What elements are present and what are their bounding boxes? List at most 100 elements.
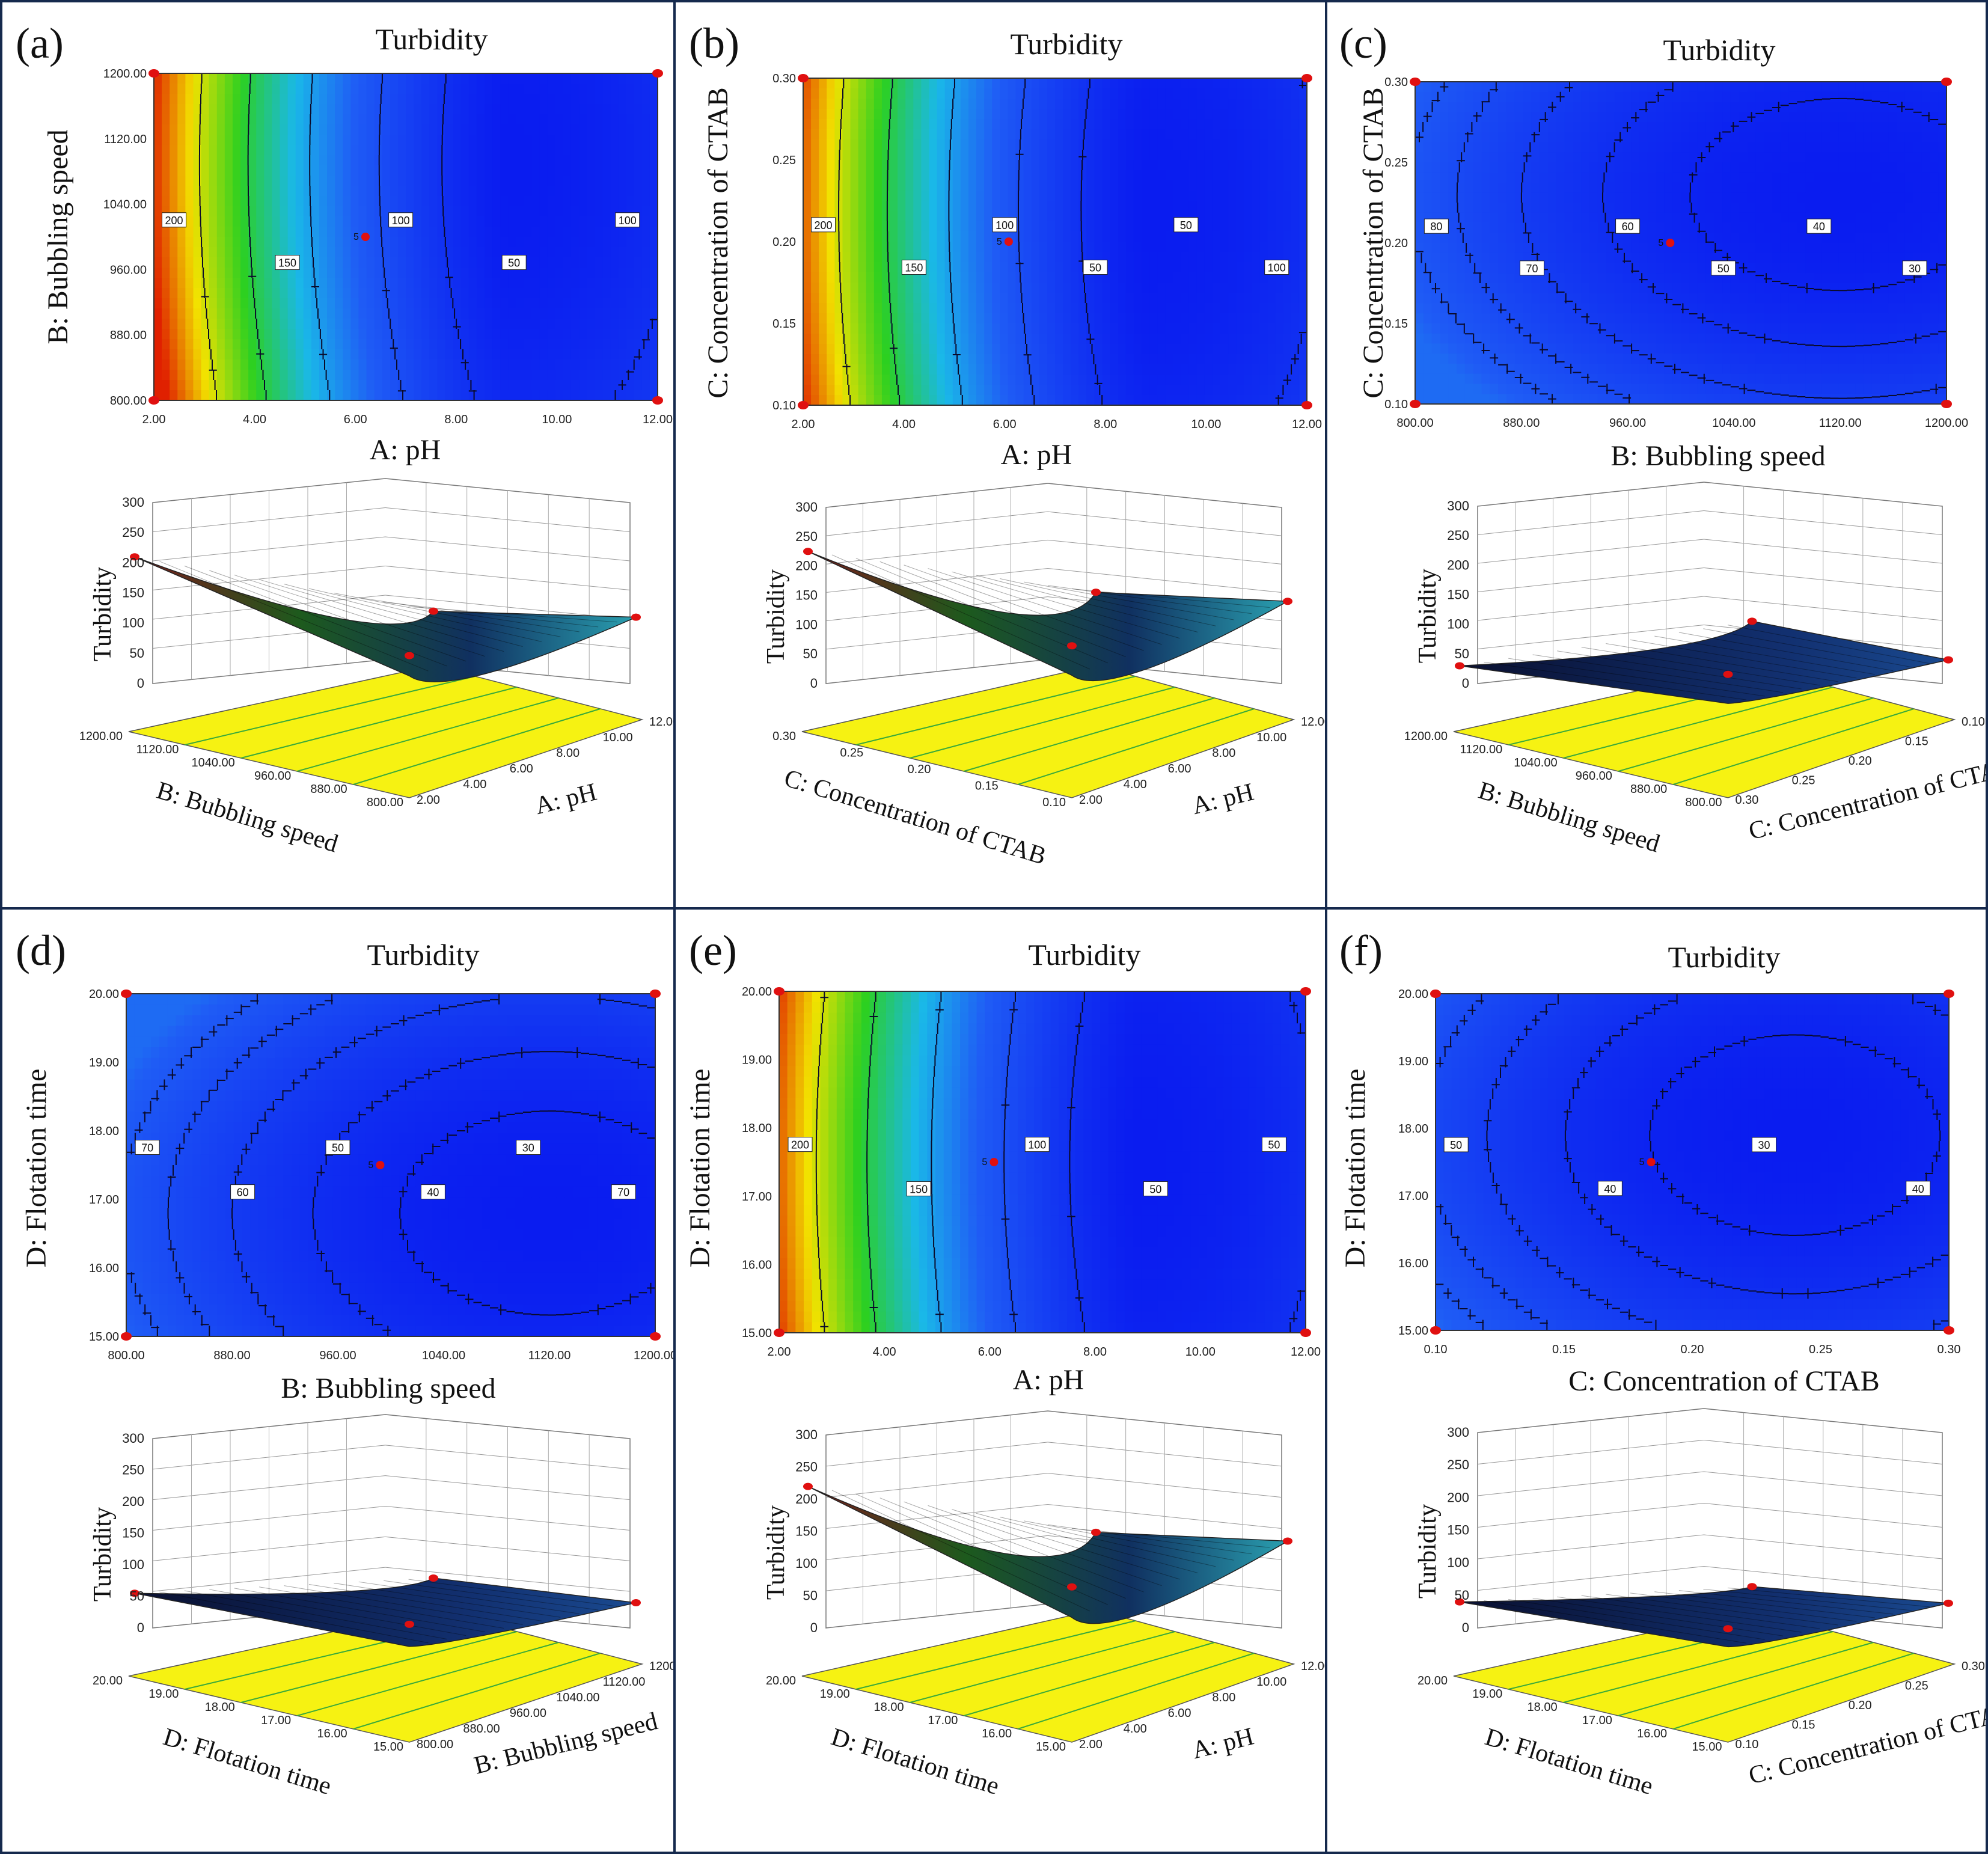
heat-cell <box>1142 385 1150 396</box>
heat-cell <box>350 73 359 84</box>
heat-cell <box>1252 191 1261 201</box>
heat-cell <box>460 339 469 350</box>
heat-cell <box>1228 191 1237 201</box>
heat-cell <box>1204 231 1213 242</box>
heat-cell <box>1188 293 1197 304</box>
heat-cell <box>508 176 516 186</box>
heat-cell <box>1000 283 1009 293</box>
heat-cell <box>1647 132 1657 143</box>
heat-cell <box>1298 231 1307 242</box>
heat-cell <box>516 176 524 186</box>
heat-cell <box>952 283 961 293</box>
heat-cell <box>343 104 351 115</box>
heat-cell <box>1173 119 1182 130</box>
heat-cell <box>1149 354 1158 365</box>
heat-cell <box>1157 385 1166 396</box>
heat-cell <box>1631 162 1640 173</box>
heat-cell <box>976 231 985 242</box>
heat-cell <box>1196 283 1205 293</box>
heat-cell <box>397 84 406 94</box>
heat-cell <box>976 129 985 140</box>
heat-cell <box>827 395 835 406</box>
heat-cell <box>185 145 194 156</box>
heat-cell <box>209 165 218 176</box>
heat-cell <box>1063 242 1071 252</box>
heat-cell <box>429 165 438 176</box>
heat-cell <box>811 252 819 263</box>
heat-cell <box>1102 231 1111 242</box>
heat-cell <box>1078 119 1087 130</box>
heat-cell <box>1220 283 1229 293</box>
heat-cell <box>1498 102 1507 112</box>
heat-cell <box>224 216 233 227</box>
heat-cell <box>216 216 225 227</box>
heat-cell <box>547 329 556 340</box>
heat-cell <box>476 288 485 299</box>
heat-cell <box>421 237 430 248</box>
heat-cell <box>508 124 516 135</box>
heat-cell <box>819 262 827 273</box>
heat-cell <box>468 186 477 197</box>
heat-cell <box>952 375 961 385</box>
heat-cell <box>905 170 914 181</box>
heat-cell <box>563 73 572 84</box>
heat-cell <box>476 124 485 135</box>
heat-cell <box>610 196 619 207</box>
contour-label: 100 <box>996 219 1014 231</box>
heat-cell <box>976 323 985 334</box>
heat-cell <box>1228 78 1237 89</box>
heat-cell <box>555 73 564 84</box>
heat-cell <box>350 308 359 319</box>
heat-cell <box>984 303 992 314</box>
heat-cell <box>587 176 595 186</box>
heat-cell <box>610 278 619 289</box>
heat-cell <box>1102 242 1111 252</box>
heat-cell <box>1220 180 1229 191</box>
heat-cell <box>1244 364 1252 375</box>
heat-cell <box>264 216 272 227</box>
heat-cell <box>1212 160 1221 171</box>
heat-cell <box>1133 99 1142 109</box>
heat-cell <box>484 359 493 370</box>
heat-cell <box>850 99 859 109</box>
heat-cell <box>1133 221 1142 232</box>
heat-cell <box>429 206 438 217</box>
heat-cell <box>1000 78 1009 89</box>
heat-cell <box>968 252 977 263</box>
heat-cell <box>1275 109 1284 120</box>
heat-cell <box>224 308 233 319</box>
heat-cell <box>1298 323 1307 334</box>
heat-cell <box>960 272 969 283</box>
heat-cell <box>649 268 658 278</box>
heat-cell <box>1291 344 1300 355</box>
heat-cell <box>984 242 992 252</box>
heat-cell <box>319 319 328 329</box>
heat-cell <box>1086 272 1095 283</box>
heat-cell <box>1540 172 1549 183</box>
heat-cell <box>1015 170 1024 181</box>
heat-cell <box>866 313 875 324</box>
heat-cell <box>649 247 658 258</box>
heat-cell <box>850 252 859 263</box>
y-tick: 880.00 <box>110 329 147 342</box>
heat-cell <box>881 395 890 406</box>
heat-cell <box>256 124 265 135</box>
heat-cell <box>1181 129 1190 140</box>
heat-cell <box>539 237 548 248</box>
heat-cell <box>834 150 843 161</box>
heat-cell <box>1196 129 1205 140</box>
heat-cell <box>382 176 391 186</box>
heat-cell <box>1722 82 1731 93</box>
heat-cell <box>224 339 233 350</box>
heat-cell <box>960 354 969 365</box>
heat-cell <box>1165 323 1173 334</box>
heat-cell <box>154 227 162 237</box>
heat-cell <box>1149 313 1158 324</box>
heat-cell <box>1047 354 1056 365</box>
heat-cell <box>1118 334 1127 344</box>
heat-cell <box>1142 211 1150 222</box>
heat-cell <box>602 176 611 186</box>
heat-cell <box>1220 221 1229 232</box>
heat-cell <box>1071 221 1079 232</box>
heat-cell <box>827 262 835 273</box>
